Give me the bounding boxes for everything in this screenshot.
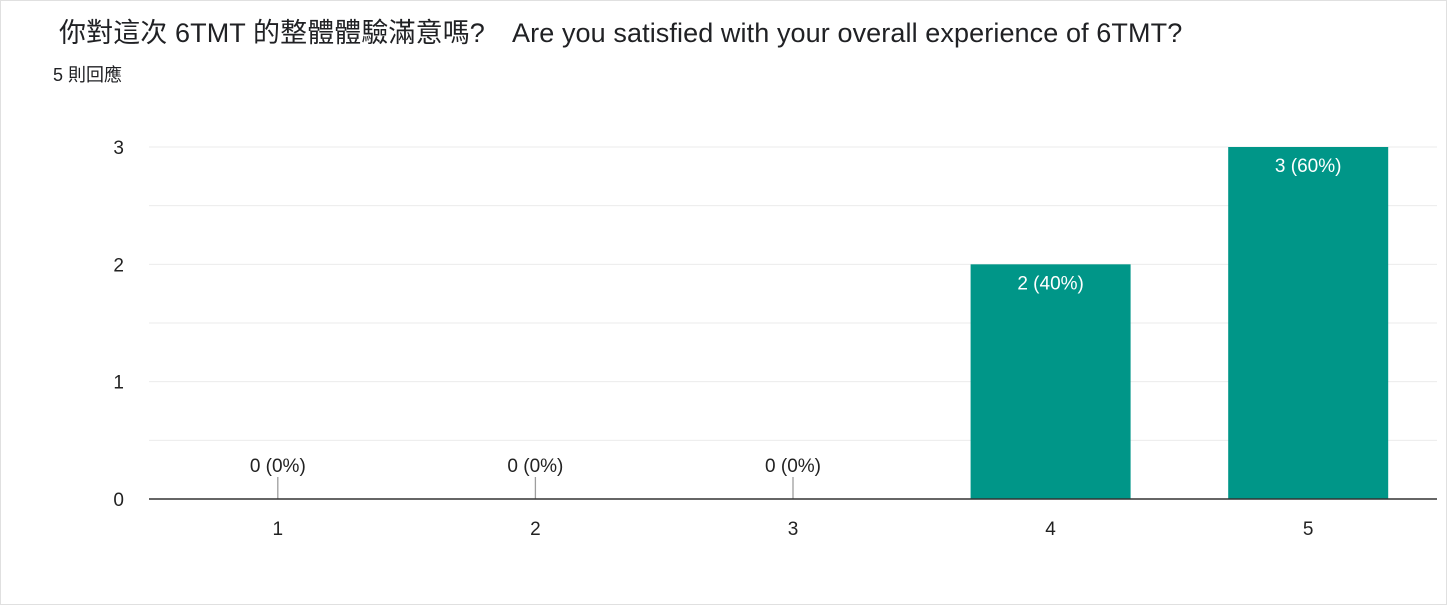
bar xyxy=(970,264,1131,499)
y-tick-label: 1 xyxy=(113,373,124,394)
y-tick-labels: 0 1 2 3 xyxy=(113,138,124,511)
data-label: 3 (60%) xyxy=(1275,156,1342,177)
y-tick-label: 2 xyxy=(113,255,124,276)
x-tick-label: 5 xyxy=(1303,519,1314,540)
data-label: 2 (40%) xyxy=(1017,273,1084,294)
data-label: 0 (0%) xyxy=(765,456,821,477)
y-tick-label: 0 xyxy=(113,490,124,511)
data-label: 0 (0%) xyxy=(250,456,306,477)
grid-lines xyxy=(149,146,1437,441)
data-labels: 0 (0%) 0 (0%) 0 (0%) 2 (40%) 3 (60%) xyxy=(250,156,1342,477)
x-tick-label: 4 xyxy=(1045,519,1056,540)
bar xyxy=(1228,147,1389,499)
x-tick-labels: 1 2 3 4 5 xyxy=(273,519,1314,540)
bars xyxy=(277,147,1389,499)
x-tick-label: 2 xyxy=(530,519,541,540)
data-label: 0 (0%) xyxy=(507,456,563,477)
x-tick-label: 3 xyxy=(788,519,799,540)
x-tick-label: 1 xyxy=(273,519,284,540)
response-count: 5 則回應 xyxy=(53,65,123,85)
question-title: 你對這次 6TMT 的整體體驗滿意嗎? Are you satisfied wi… xyxy=(59,18,1183,48)
y-tick-label: 3 xyxy=(113,138,124,159)
